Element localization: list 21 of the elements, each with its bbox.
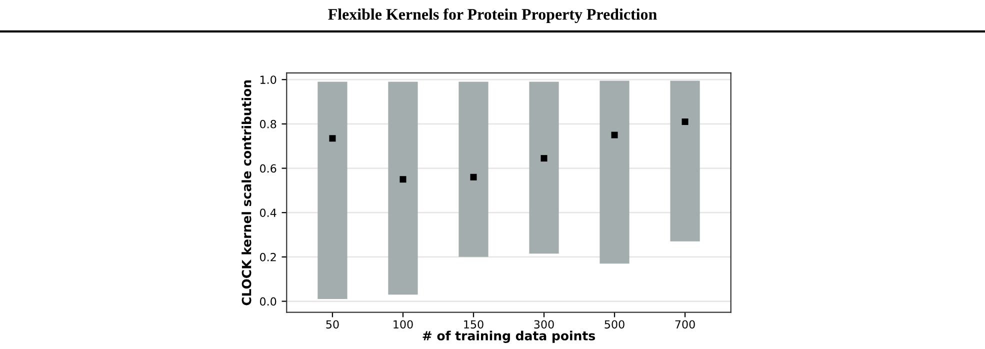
chart-title: Flexible Kernels for Protein Property Prediction	[328, 8, 657, 24]
x-axis-title: # of training data points	[422, 330, 596, 343]
x-tick-label: 150	[464, 320, 484, 329]
y-tick-label: 1.0	[260, 76, 276, 84]
point	[400, 176, 406, 183]
y-tick-label: 0.2	[260, 252, 276, 262]
x-tick-label: 100	[394, 320, 413, 329]
x-tick-label: 700	[675, 320, 695, 329]
point	[682, 118, 688, 125]
y-tick-label: 0.4	[260, 208, 276, 217]
point	[329, 135, 336, 142]
y-tick-label: 0.8	[260, 120, 276, 128]
y-axis-title: CLOCK kernel scale contribution	[242, 80, 252, 306]
x-tick-label: 300	[534, 320, 554, 329]
x-tick-label: 50	[326, 320, 339, 329]
point	[611, 132, 618, 138]
x-tick-label: 500	[604, 320, 624, 329]
y-tick-label: 0.6	[260, 164, 276, 173]
point	[540, 155, 548, 162]
y-tick-label: 0.0	[260, 297, 276, 306]
point	[470, 174, 477, 180]
